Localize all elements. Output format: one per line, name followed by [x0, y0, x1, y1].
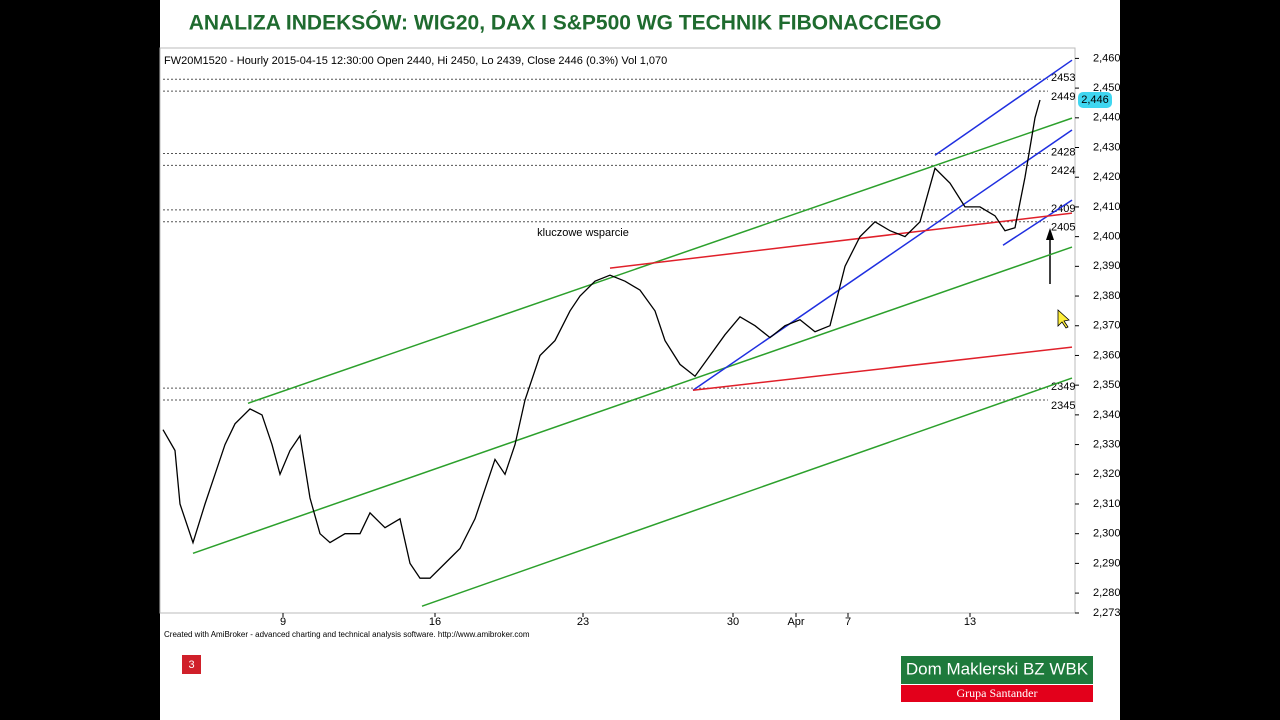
y-tick-label: 2,360 [1093, 349, 1121, 361]
y-tick-label: 2,340 [1093, 409, 1121, 421]
slide-number: 3 [188, 659, 194, 671]
x-tick-label: Apr [787, 616, 804, 628]
slide-number-box [182, 655, 201, 674]
x-tick-label: 23 [577, 616, 589, 628]
logo-top [901, 656, 1093, 684]
annotation: kluczowe wsparcie [537, 227, 629, 239]
trendline [1002, 199, 1073, 246]
trendline [934, 59, 1073, 156]
plot-frame [159, 47, 1076, 614]
level-label: 2428 [1051, 146, 1075, 158]
y-tick-label: 2,330 [1093, 438, 1121, 450]
y-tick-label: 2,410 [1093, 201, 1121, 213]
trendline [692, 346, 1073, 391]
y-tick-label: 2,440 [1093, 112, 1121, 124]
logo-bottom [901, 685, 1093, 702]
x-tick-label: 30 [727, 616, 739, 628]
x-tick-label: 7 [845, 616, 851, 628]
trendline [692, 129, 1073, 391]
trendline [609, 212, 1073, 269]
level-label: 2349 [1051, 381, 1075, 393]
logo-subtext: Grupa Santander [957, 686, 1038, 700]
chart-info: FW20M1520 - Hourly 2015-04-15 12:30:00 O… [164, 55, 667, 67]
y-tick-label: 2,370 [1093, 320, 1121, 332]
y-tick-label: 2,273 [1093, 607, 1121, 619]
level-label: 2453 [1051, 72, 1075, 84]
price-line [162, 99, 1041, 579]
y-tick-label: 2,460 [1093, 52, 1121, 64]
y-tick-label: 2,380 [1093, 290, 1121, 302]
arrow-head [1046, 228, 1054, 240]
level-label: 2449 [1051, 91, 1075, 103]
y-tick-label: 2,300 [1093, 528, 1121, 540]
level-label: 2405 [1051, 222, 1075, 234]
x-tick-label: 9 [280, 616, 286, 628]
slide-title: ANALIZA INDEKSÓW: WIG20, DAX I S&P500 WG… [189, 11, 942, 35]
y-tick-label: 2,450 [1093, 82, 1121, 94]
y-tick-label: 2,290 [1093, 557, 1121, 569]
footer-credit: Created with AmiBroker - advanced charti… [164, 630, 530, 639]
y-tick-label: 2,430 [1093, 141, 1121, 153]
trendline [247, 117, 1073, 404]
level-label: 2409 [1051, 203, 1075, 215]
y-tick-label: 2,400 [1093, 231, 1121, 243]
y-tick-label: 2,350 [1093, 379, 1121, 391]
last-price-label: 2,446 [1081, 94, 1109, 106]
level-label: 2345 [1051, 400, 1075, 412]
y-tick-label: 2,320 [1093, 468, 1121, 480]
level-label: 2424 [1051, 165, 1075, 177]
x-tick-label: 16 [429, 616, 441, 628]
logo-text: Dom Maklerski BZ WBK [906, 659, 1089, 678]
y-tick-label: 2,310 [1093, 498, 1121, 510]
trendline [192, 246, 1073, 555]
trendline [421, 377, 1073, 607]
x-tick-label: 13 [964, 616, 976, 628]
y-tick-label: 2,420 [1093, 171, 1121, 183]
y-tick-label: 2,280 [1093, 587, 1121, 599]
y-tick-label: 2,390 [1093, 260, 1121, 272]
last-price-badge [1078, 91, 1112, 108]
cursor [1057, 309, 1070, 329]
